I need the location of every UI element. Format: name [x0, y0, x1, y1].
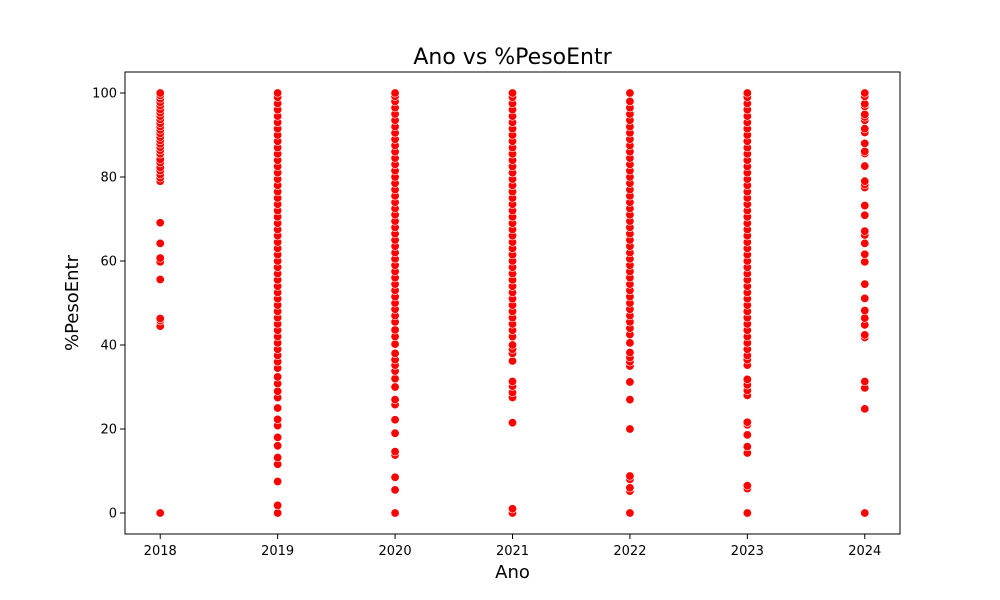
- data-point: [742, 88, 752, 98]
- data-point: [860, 313, 870, 323]
- data-point: [625, 377, 635, 387]
- x-tick-label: 2018: [144, 544, 177, 559]
- y-tick-label: 0: [109, 507, 117, 522]
- data-point: [390, 508, 400, 518]
- data-point: [390, 395, 400, 405]
- data-point: [625, 471, 635, 481]
- data-point: [625, 424, 635, 434]
- data-point: [390, 382, 400, 392]
- x-tick-label: 2022: [613, 544, 646, 559]
- data-point: [860, 249, 870, 259]
- data-point: [155, 238, 165, 248]
- chart-title: Ano vs %PesoEntr: [413, 45, 612, 70]
- data-point: [625, 96, 635, 106]
- data-point: [742, 508, 752, 518]
- data-point: [860, 404, 870, 414]
- data-point: [390, 447, 400, 457]
- data-point: [390, 485, 400, 495]
- data-point: [625, 338, 635, 348]
- data-point: [155, 314, 165, 324]
- data-point: [860, 226, 870, 236]
- data-point: [507, 377, 517, 387]
- data-point: [390, 325, 400, 335]
- y-tick-label: 100: [92, 87, 117, 102]
- data-point: [273, 414, 283, 424]
- data-point: [860, 161, 870, 171]
- data-point: [625, 395, 635, 405]
- data-point: [860, 257, 870, 267]
- data-point: [625, 348, 635, 358]
- data-point: [155, 508, 165, 518]
- data-point: [507, 340, 517, 350]
- data-point: [273, 432, 283, 442]
- data-point: [860, 210, 870, 220]
- data-point: [390, 339, 400, 349]
- data-point: [273, 508, 283, 518]
- data-point: [860, 330, 870, 340]
- data-point: [273, 441, 283, 451]
- data-point: [860, 306, 870, 316]
- data-point: [507, 356, 517, 366]
- x-axis-label: Ano: [495, 562, 530, 583]
- y-tick-label: 80: [100, 171, 117, 186]
- data-point: [273, 386, 283, 396]
- data-point: [860, 146, 870, 156]
- data-point: [742, 481, 752, 491]
- x-tick-label: 2021: [496, 544, 529, 559]
- x-axis-ticks: 2018 2019 2020 2021 2022 2023 2024: [144, 534, 881, 559]
- data-point: [507, 88, 517, 98]
- y-axis-ticks: 0 20 40 60 80 100: [92, 87, 125, 522]
- x-tick-label: 2024: [848, 544, 881, 559]
- data-point: [860, 238, 870, 248]
- data-point: [390, 472, 400, 482]
- x-tick-label: 2019: [261, 544, 294, 559]
- data-point: [742, 442, 752, 452]
- y-tick-label: 60: [100, 255, 117, 270]
- data-point: [742, 417, 752, 427]
- x-tick-label: 2020: [379, 544, 412, 559]
- data-point: [860, 201, 870, 211]
- data-point: [507, 418, 517, 428]
- y-tick-label: 20: [100, 423, 117, 438]
- data-point: [507, 504, 517, 514]
- data-point: [390, 348, 400, 358]
- data-point: [273, 453, 283, 463]
- data-point: [390, 428, 400, 438]
- data-point: [625, 483, 635, 493]
- data-point: [860, 88, 870, 98]
- data-point: [860, 109, 870, 119]
- data-point: [273, 500, 283, 510]
- data-point: [625, 508, 635, 518]
- data-point: [860, 508, 870, 518]
- data-point: [742, 430, 752, 440]
- data-point: [860, 377, 870, 387]
- data-point: [860, 138, 870, 148]
- data-point: [273, 476, 283, 486]
- data-point: [742, 374, 752, 384]
- data-point: [390, 374, 400, 384]
- data-point: [273, 372, 283, 382]
- data-point: [625, 88, 635, 98]
- data-point: [860, 124, 870, 134]
- data-point: [390, 88, 400, 98]
- y-tick-label: 40: [100, 339, 117, 354]
- data-point: [273, 403, 283, 413]
- data-point: [860, 176, 870, 186]
- data-point: [155, 218, 165, 228]
- data-point: [390, 415, 400, 425]
- data-points: [155, 88, 870, 518]
- data-point: [273, 88, 283, 98]
- data-point: [155, 88, 165, 98]
- data-point: [860, 293, 870, 303]
- data-point: [155, 253, 165, 263]
- data-point: [155, 274, 165, 284]
- data-point: [860, 279, 870, 289]
- data-point: [860, 99, 870, 109]
- x-tick-label: 2023: [731, 544, 764, 559]
- y-axis-label: %PesoEntr: [62, 254, 83, 351]
